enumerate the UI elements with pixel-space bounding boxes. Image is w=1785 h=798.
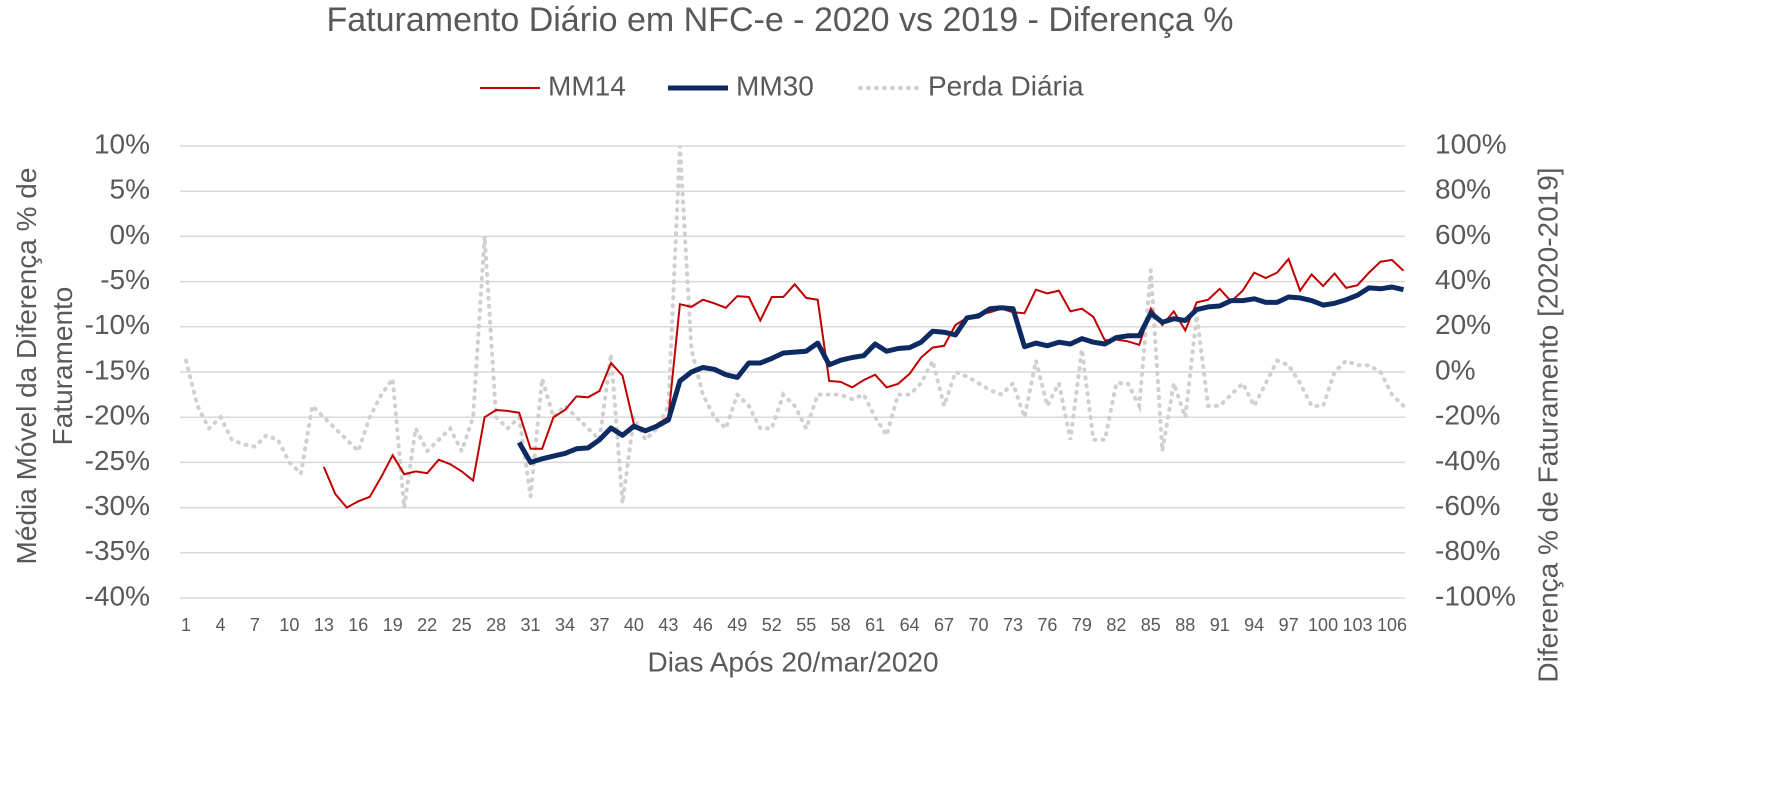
x-tick-label: 82 xyxy=(1106,615,1126,635)
x-tick-label: 4 xyxy=(215,615,225,635)
series-line xyxy=(184,145,1406,508)
x-tick-label: 70 xyxy=(968,615,988,635)
y2-tick-label: -100% xyxy=(1435,580,1516,611)
x-tick-label: 43 xyxy=(658,615,678,635)
x-tick-label: 88 xyxy=(1175,615,1195,635)
x-tick-label: 31 xyxy=(521,615,541,635)
y-tick-label: 10% xyxy=(94,128,150,159)
y-tick-label: -5% xyxy=(100,264,150,295)
y-tick-label: -30% xyxy=(85,490,150,521)
y2-tick-label: -40% xyxy=(1435,445,1500,476)
x-tick-label: 91 xyxy=(1210,615,1230,635)
y-tick-label: -25% xyxy=(85,445,150,476)
x-tick-label: 13 xyxy=(314,615,334,635)
y2-tick-label: -60% xyxy=(1435,490,1500,521)
y-tick-label: -35% xyxy=(85,535,150,566)
x-tick-label: 49 xyxy=(727,615,747,635)
x-tick-label: 76 xyxy=(1037,615,1057,635)
y2-tick-label: -20% xyxy=(1435,400,1500,431)
y2-tick-label: 60% xyxy=(1435,219,1491,250)
y2-tick-label: 100% xyxy=(1435,128,1507,159)
y2-tick-label: -80% xyxy=(1435,535,1500,566)
x-tick-label: 67 xyxy=(934,615,954,635)
x-tick-label: 106 xyxy=(1377,615,1407,635)
legend-label: Perda Diária xyxy=(928,70,1084,101)
x-tick-label: 34 xyxy=(555,615,575,635)
chart-title: Faturamento Diário em NFC-e - 2020 vs 20… xyxy=(326,1,1233,39)
x-tick-label: 22 xyxy=(417,615,437,635)
y2-tick-label: 40% xyxy=(1435,264,1491,295)
y2-axis-title: Diferença % de Faturamento [2020-2019] xyxy=(1532,167,1563,682)
x-tick-label: 103 xyxy=(1343,615,1373,635)
x-tick-label: 7 xyxy=(250,615,260,635)
x-tick-label: 10 xyxy=(279,615,299,635)
x-tick-label: 40 xyxy=(624,615,644,635)
y-axis-title: Média Móvel da Diferença % de Faturament… xyxy=(11,167,78,565)
y2-tick-label: 80% xyxy=(1435,174,1491,205)
series-line xyxy=(322,257,1405,509)
y2-tick-label: 0% xyxy=(1435,354,1475,385)
x-tick-label: 64 xyxy=(900,615,920,635)
legend-label: MM30 xyxy=(736,70,814,101)
x-tick-label: 55 xyxy=(796,615,816,635)
x-tick-label: 97 xyxy=(1279,615,1299,635)
legend-label: MM14 xyxy=(548,70,626,101)
x-tick-label: 19 xyxy=(383,615,403,635)
x-tick-label: 25 xyxy=(452,615,472,635)
x-tick-label: 37 xyxy=(589,615,609,635)
x-tick-label: 61 xyxy=(865,615,885,635)
x-tick-label: 46 xyxy=(693,615,713,635)
x-axis-title: Dias Após 20/mar/2020 xyxy=(647,646,938,677)
x-tick-label: 79 xyxy=(1072,615,1092,635)
x-tick-label: 73 xyxy=(1003,615,1023,635)
x-tick-label: 52 xyxy=(762,615,782,635)
y-tick-label: -20% xyxy=(85,400,150,431)
x-tick-label: 1 xyxy=(181,615,191,635)
x-tick-label: 16 xyxy=(348,615,368,635)
x-tick-label: 100 xyxy=(1308,615,1338,635)
y-tick-label: 5% xyxy=(110,174,150,205)
y-tick-label: 0% xyxy=(110,219,150,250)
x-tick-label: 28 xyxy=(486,615,506,635)
y-tick-label: -10% xyxy=(85,309,150,340)
x-tick-label: 58 xyxy=(831,615,851,635)
x-tick-label: 85 xyxy=(1141,615,1161,635)
series-line xyxy=(516,284,1405,465)
y-tick-label: -15% xyxy=(85,354,150,385)
x-tick-label: 94 xyxy=(1244,615,1264,635)
y2-tick-label: 20% xyxy=(1435,309,1491,340)
y-tick-label: -40% xyxy=(85,580,150,611)
